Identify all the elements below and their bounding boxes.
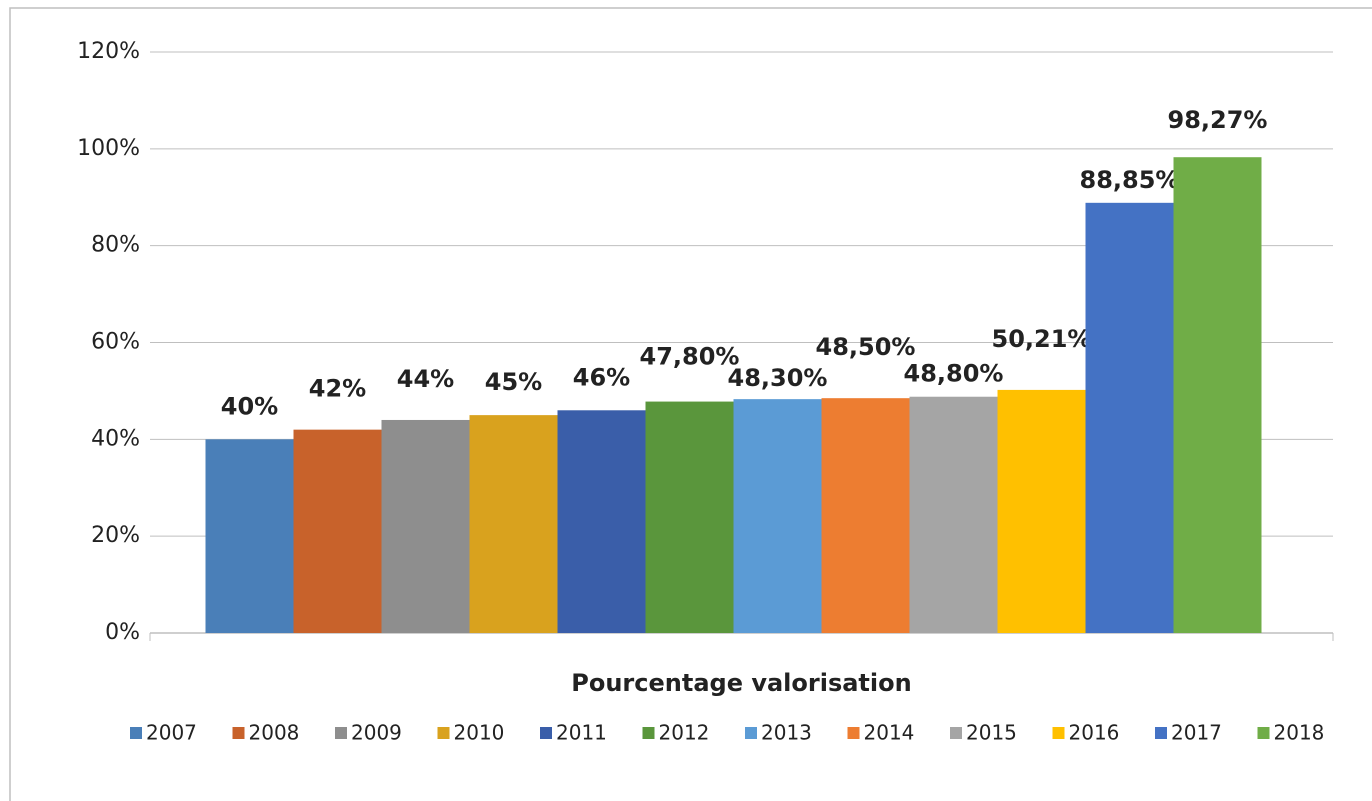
y-tick-label: 80% <box>91 233 140 258</box>
data-label: 44% <box>397 365 454 393</box>
data-label: 98,27% <box>1168 106 1268 134</box>
legend-swatch <box>745 727 757 739</box>
legend-label: 2011 <box>556 721 607 745</box>
data-label: 88,85% <box>1080 166 1180 194</box>
data-label: 40% <box>221 392 278 420</box>
data-label: 47,80% <box>640 343 740 371</box>
data-label: 46% <box>573 363 630 391</box>
bar <box>733 399 822 633</box>
legend-label: 2015 <box>966 721 1017 745</box>
bar <box>645 401 734 633</box>
legend-label: 2007 <box>146 721 197 745</box>
y-tick-label: 60% <box>91 330 140 355</box>
data-label: 48,80% <box>904 360 1004 388</box>
legend-label: 2017 <box>1171 721 1222 745</box>
bar <box>997 389 1086 633</box>
data-label: 48,50% <box>816 333 916 361</box>
data-label: 42% <box>309 375 366 403</box>
legend-swatch <box>847 727 860 739</box>
legend-label: 2008 <box>249 721 300 745</box>
legend-swatch <box>232 727 245 739</box>
bar <box>557 410 646 633</box>
data-label: 45% <box>485 368 542 396</box>
bar <box>469 415 558 633</box>
y-tick-label: 120% <box>77 39 140 64</box>
bar <box>1173 157 1262 633</box>
legend-label: 2010 <box>454 721 505 745</box>
legend-swatch <box>540 727 552 739</box>
y-tick-label: 100% <box>77 136 140 161</box>
legend-label: 2014 <box>864 721 915 745</box>
y-tick-label: 40% <box>91 426 140 451</box>
legend-label: 2013 <box>761 721 812 745</box>
bar <box>293 429 382 633</box>
data-label: 50,21% <box>992 325 1092 353</box>
legend-swatch <box>1155 727 1167 739</box>
legend-swatch <box>950 727 962 739</box>
chart-border <box>9 7 1372 801</box>
bar <box>381 419 470 633</box>
legend-swatch <box>642 727 655 739</box>
legend-swatch <box>1052 727 1065 739</box>
y-tick-label: 0% <box>105 620 140 645</box>
bar <box>909 396 998 633</box>
legend-label: 2018 <box>1274 721 1325 745</box>
legend-swatch <box>130 727 142 739</box>
legend-swatch <box>1257 727 1270 739</box>
bar <box>205 439 294 633</box>
legend-label: 2016 <box>1069 721 1120 745</box>
legend-swatch <box>437 727 450 739</box>
legend-label: 2012 <box>659 721 710 745</box>
y-tick-label: 20% <box>91 523 140 548</box>
bar <box>1085 202 1174 633</box>
bar <box>821 398 910 633</box>
data-label: 48,30% <box>728 364 828 392</box>
legend-swatch <box>335 727 347 739</box>
x-tick-label: Pourcentage valorisation <box>571 669 911 697</box>
legend-label: 2009 <box>351 721 402 745</box>
